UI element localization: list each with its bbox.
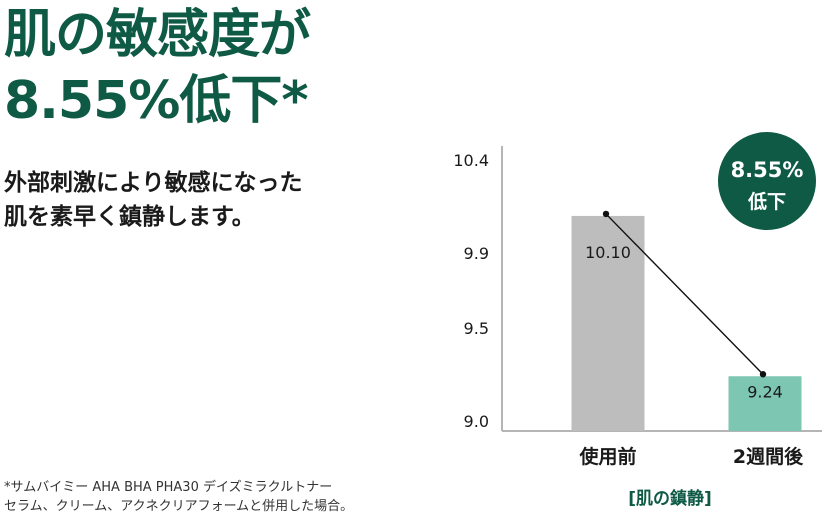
data-label-1: 10.10 [585,243,631,262]
y-tick-label: 9.9 [464,244,489,263]
headline-line-2: 8.55%低下* [4,71,309,131]
headline-line-1: 肌の敏感度が [4,5,311,65]
subcopy-line-2: 肌を素早く鎮静します。 [4,204,255,230]
badge-circle [718,132,816,230]
chart-y-ticks: 9.0 9.5 9.9 10.4 [453,151,489,431]
connector-point-2 [759,371,767,378]
x-category-label-2: 2週間後 [733,445,804,468]
chart-connector [602,210,767,378]
badge-text: 低下 [747,190,786,213]
footnote: *サムバイミー AHA BHA PHA30 デイズミラクルトナー セラム、クリー… [4,478,353,516]
connector-point-1 [602,210,610,218]
reduction-badge: 8.55% 低下 [718,132,816,230]
subcopy: 外部刺激により敏感になった 肌を素早く鎮静します。 [4,166,303,234]
connector-line [605,213,764,375]
x-category-label-1: 使用前 [578,445,636,468]
y-tick-label: 9.5 [464,319,489,338]
subcopy-line-1: 外部刺激により敏感になった [4,170,303,196]
bar-2 [728,376,802,431]
footnote-line-1: *サムバイミー AHA BHA PHA30 デイズミラクルトナー [4,480,333,495]
headline: 肌の敏感度が 8.55%低下* [4,2,311,134]
chart-caption: [肌の鎮静] [628,488,712,509]
footnote-line-2: セラム、クリーム、アクネクリアフォームと併用した場合。 [4,499,354,514]
bar-1 [571,215,645,431]
y-tick-label: 10.4 [453,151,489,170]
y-tick-label: 9.0 [464,412,489,431]
badge-value: 8.55% [731,158,804,182]
chart-labels: 10.10 9.24 使用前 2週間後 [肌の鎮静] [578,243,804,509]
chart-bars [571,215,802,431]
data-label-2: 9.24 [747,382,783,401]
